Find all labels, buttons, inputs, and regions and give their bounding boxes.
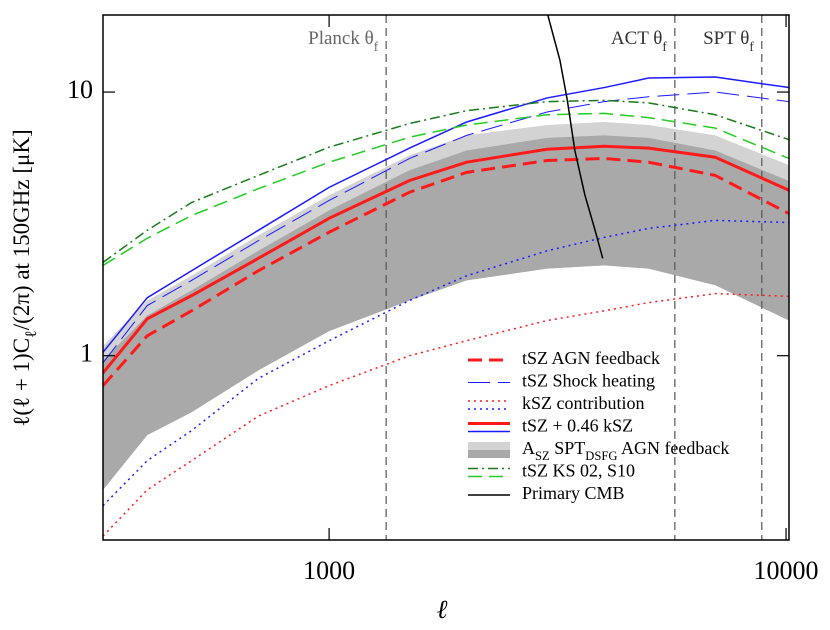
y-axis-label-part: /(2π) at 150GHz [μK] [9,129,34,330]
legend-label: Primary CMB [522,483,625,503]
band-dark [103,135,789,490]
series-line [103,156,789,387]
legend-label-part: tSZ Shock heating [522,371,655,391]
legend-label: tSZ KS 02, S10 [522,461,635,481]
plot-area [103,15,789,540]
legend-label: tSZ + 0.46 kSZ [522,416,633,436]
legend-label-part: Primary CMB [522,483,625,503]
legend-label-part: tSZ KS 02, S10 [522,461,635,481]
y-axis-label-part: ℓ [23,330,40,338]
annotation-text: SPT θ [703,28,749,49]
legend-label: tSZ Shock heating [522,371,655,391]
series-line [103,99,789,263]
x-tick-label: 10000 [754,556,819,585]
x-axis-label: ℓ [437,595,448,624]
legend-label-part: A [522,438,535,458]
legend-label-part: SZ [535,449,550,463]
y-axis-label-part: ℓ(ℓ + 1)C [9,338,34,427]
y-tick-label: 1 [80,339,93,368]
series-line [103,91,789,364]
legend-swatch [468,442,510,450]
legend-label-part: AGN feedback [617,438,729,458]
y-tick-label: 10 [67,75,93,104]
annotation-text: Planck θ [308,28,374,49]
axes-frame [102,14,790,541]
annotation: ACT θf [611,28,668,53]
x-tick-label: 1000 [303,556,355,585]
legend-label-part: tSZ + 0.46 kSZ [522,416,633,436]
legend-label-part: tSZ AGN feedback [522,348,660,368]
legend-label-part: DSFG [585,449,617,463]
annotation: Planck θf [308,28,379,53]
legend-label-part: SPT [550,438,586,458]
legend-label-part: kSZ contribution [522,393,645,413]
series-line [103,144,789,374]
legend-label: tSZ AGN feedback [522,348,660,368]
annotation-sub: f [374,39,379,54]
series-line [103,112,789,267]
legend-swatch [468,450,510,458]
y-axis-label: ℓ(ℓ + 1)Cℓ/(2π) at 150GHz [μK] [9,129,40,426]
legend-label: ASZ SPTDSFG AGN feedback [522,438,729,463]
series-line [103,219,789,507]
annotation: SPT θf [703,28,754,53]
series-line [103,292,789,537]
series-line [103,76,789,353]
annotation-sub: f [749,39,754,54]
legend-label: kSZ contribution [522,393,645,413]
annotation-sub: f [662,39,667,54]
annotation-text: ACT θ [611,28,663,49]
series-line [547,15,604,259]
